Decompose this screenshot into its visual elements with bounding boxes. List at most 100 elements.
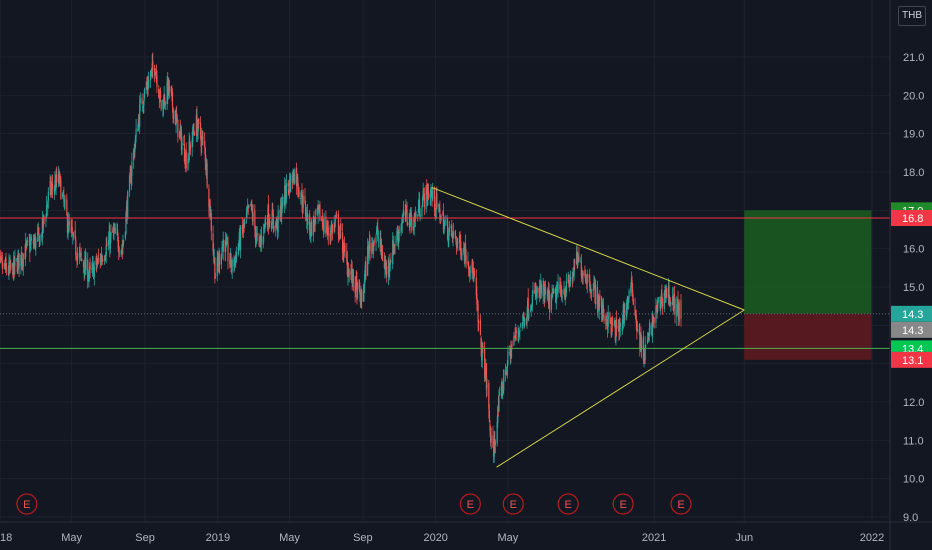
candle-body [134, 144, 136, 153]
candle-body [339, 233, 341, 236]
earnings-marker[interactable] [670, 493, 692, 515]
candle-body [670, 302, 672, 305]
candle-body [422, 190, 424, 200]
candle-body [335, 216, 337, 218]
candle-body [70, 227, 72, 229]
candle-body [183, 143, 186, 162]
price-tag [891, 351, 932, 368]
candle-body [476, 293, 478, 305]
candle-body [651, 313, 653, 338]
x-tick-label: May [61, 532, 82, 544]
candle-body [352, 269, 354, 283]
candle-body [304, 196, 306, 203]
candle-body [376, 226, 378, 229]
triangle-lower-line[interactable] [496, 309, 745, 468]
candle-body [10, 262, 12, 270]
candle-body [331, 225, 334, 234]
candle-body [601, 310, 603, 316]
candle-body [164, 96, 166, 103]
candle-body [108, 239, 110, 245]
candle-body [620, 328, 622, 330]
candle-body [510, 347, 513, 359]
candle-body [630, 285, 632, 294]
candle-body [453, 232, 455, 235]
candle-body [582, 272, 584, 276]
candle-body [35, 237, 37, 249]
candle-body [137, 128, 139, 132]
earnings-marker[interactable] [16, 493, 38, 515]
triangle-upper-line[interactable] [431, 186, 745, 311]
candle-body [427, 191, 430, 199]
candle-body [245, 212, 248, 219]
candle-body [551, 292, 553, 297]
candle-body [135, 128, 137, 138]
candle-body [480, 337, 482, 348]
candle-body [444, 220, 446, 222]
candle-body [75, 240, 77, 256]
candle-body [606, 319, 608, 324]
candle-body [557, 281, 559, 293]
candle-body [488, 410, 491, 422]
candle-body [386, 266, 388, 274]
earnings-marker[interactable] [459, 493, 481, 515]
candle-body [197, 119, 199, 132]
candle-body [494, 441, 496, 445]
candle-body [573, 259, 575, 276]
candle-body [343, 244, 345, 246]
y-tick-label: 16.0 [903, 244, 924, 256]
candle-body [674, 298, 676, 315]
earnings-label: E [23, 499, 30, 511]
currency-badge[interactable]: THB [898, 6, 926, 26]
candle-body [142, 104, 144, 108]
candle-body [204, 140, 206, 148]
loss-zone[interactable] [744, 313, 872, 360]
candle-body [38, 227, 40, 234]
candle-body [247, 206, 249, 210]
candle-body [334, 219, 337, 222]
candle-body [598, 297, 600, 312]
candle-body [401, 226, 403, 228]
candle-body [171, 91, 174, 108]
candle-body [644, 345, 646, 360]
profit-zone[interactable] [744, 210, 872, 314]
candle-body [223, 240, 225, 253]
candle-body [31, 238, 33, 240]
candle-body [28, 240, 30, 242]
candle-body [130, 174, 132, 184]
candle-body [64, 200, 66, 202]
candle-body [272, 213, 274, 225]
x-tick-label: 2020 [423, 532, 447, 544]
candle-body [277, 210, 279, 233]
candle-body [92, 263, 94, 265]
candle-body [413, 226, 415, 231]
position-tool[interactable] [744, 210, 872, 360]
candle-body [313, 219, 315, 225]
candle-body [503, 369, 505, 390]
candle-body [485, 363, 488, 390]
candle-body [202, 136, 204, 139]
candle-body [448, 231, 450, 241]
candle-body [87, 259, 89, 282]
candle-body [419, 214, 421, 218]
candle-body [160, 100, 162, 110]
candle-body [337, 214, 340, 235]
candle-body [81, 258, 83, 261]
candle-body [122, 240, 125, 244]
candle-body [309, 216, 311, 235]
x-axis-ticks: 2018 May Sep 2019 May Sep 2020 May 2021 Jun 2022 [0, 532, 884, 544]
candle-body [513, 336, 516, 338]
earnings-marker[interactable] [502, 493, 524, 515]
trend-lines[interactable] [431, 186, 745, 468]
candle-body [358, 279, 360, 289]
candle-body [110, 232, 112, 237]
earnings-marker[interactable] [557, 493, 579, 515]
earnings-marker[interactable] [612, 493, 634, 515]
candle-body [496, 421, 498, 444]
horizontal-lines[interactable] [0, 217, 890, 349]
candle-body [193, 130, 195, 133]
candle-body [189, 144, 191, 151]
candle-body [373, 240, 375, 244]
candle-body [210, 213, 212, 231]
